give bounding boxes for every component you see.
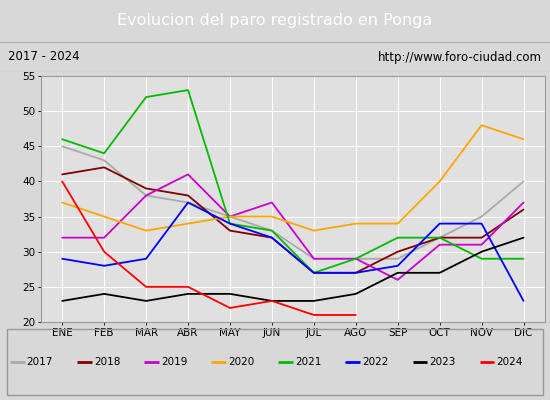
Text: Evolucion del paro registrado en Ponga: Evolucion del paro registrado en Ponga — [117, 14, 433, 28]
Text: 2017 - 2024: 2017 - 2024 — [8, 50, 80, 64]
Text: 2019: 2019 — [161, 357, 188, 367]
Text: 2023: 2023 — [430, 357, 456, 367]
Text: 2020: 2020 — [228, 357, 254, 367]
Text: 2018: 2018 — [94, 357, 120, 367]
Text: http://www.foro-ciudad.com: http://www.foro-ciudad.com — [378, 50, 542, 64]
Text: 2022: 2022 — [362, 357, 389, 367]
Text: 2024: 2024 — [497, 357, 523, 367]
Text: 2017: 2017 — [27, 357, 53, 367]
Text: 2021: 2021 — [295, 357, 322, 367]
